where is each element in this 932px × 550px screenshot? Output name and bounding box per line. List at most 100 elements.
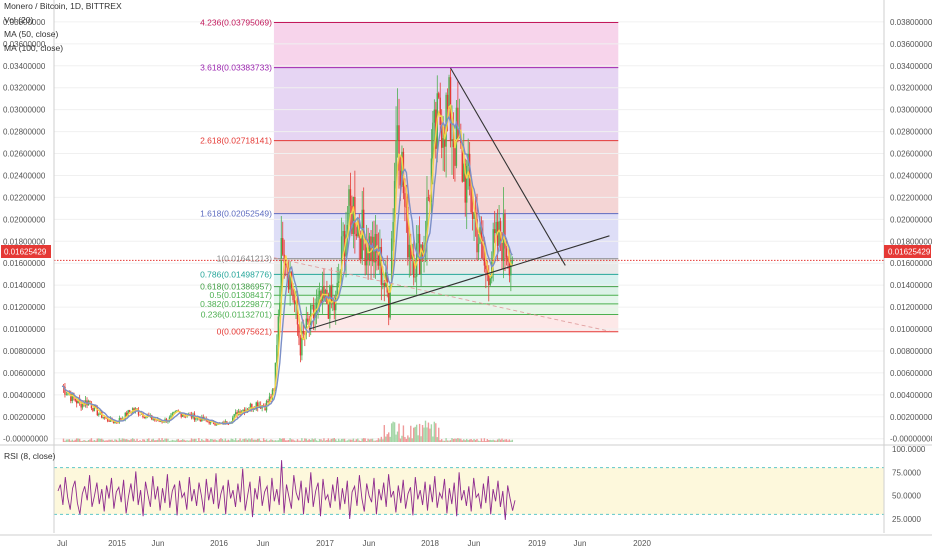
volume-bar: [339, 440, 341, 442]
candle-body: [106, 418, 109, 421]
volume-bar: [120, 439, 122, 442]
volume-bar: [249, 439, 252, 442]
candle-body: [489, 278, 491, 286]
volume-bars: [62, 420, 514, 442]
volume-bar: [499, 439, 502, 442]
volume-bar: [211, 439, 213, 442]
volume-bar: [496, 439, 499, 442]
candle-body: [396, 125, 399, 141]
volume-bar: [130, 439, 132, 442]
volume-bar: [448, 440, 450, 442]
candle-body: [159, 421, 162, 423]
volume-bar: [284, 440, 287, 442]
candle-body: [364, 236, 366, 266]
volume-bar: [128, 440, 131, 442]
volume-bar: [109, 439, 112, 442]
volume-bar: [433, 421, 436, 442]
candle-body: [370, 236, 372, 262]
volume-bar: [376, 440, 378, 442]
fib-labels: 0(0.00975621) 0.236(0.01132701)0.382(0.01…: [200, 17, 272, 336]
y-tick-right: 0.02400000: [890, 171, 932, 180]
volume-bar: [298, 440, 300, 442]
candle-body: [249, 403, 252, 410]
volume-bar: [173, 440, 175, 442]
volume-bar: [77, 438, 79, 442]
volume-bar: [429, 428, 431, 442]
volume-bar: [187, 440, 190, 442]
volume-bar: [280, 438, 282, 442]
candle-body: [215, 424, 218, 426]
volume-bar: [349, 439, 352, 442]
volume-bar: [436, 437, 438, 442]
x-tick: 2016: [210, 539, 228, 548]
volume-bar: [148, 438, 150, 442]
x-tick: 2019: [528, 539, 546, 548]
candle-body: [329, 285, 331, 319]
volume-bar: [295, 440, 297, 442]
trendline-resistance: [450, 67, 566, 266]
volume-bar: [70, 440, 72, 442]
volume-bar: [161, 438, 163, 442]
volume-bar: [84, 440, 87, 442]
fib-zone-0.382: [273, 295, 619, 304]
volume-bar: [464, 440, 466, 442]
volume-bar: [457, 438, 459, 442]
volume-bar: [168, 440, 171, 442]
y-tick-left: -0.00000000: [3, 435, 48, 444]
volume-bar: [232, 438, 234, 442]
y-tick-left: 0.00800000: [3, 347, 46, 356]
volume-bar: [502, 439, 505, 442]
volume-bar: [343, 438, 346, 442]
x-tick: 2018: [421, 539, 439, 548]
volume-bar: [467, 440, 469, 442]
y-tick-right: -0.00000000: [890, 435, 932, 444]
candle-body: [271, 389, 274, 399]
candle-body: [486, 269, 489, 276]
volume-bar: [102, 439, 104, 442]
candle-body: [433, 109, 436, 123]
volume-bar: [283, 438, 285, 442]
candle-body: [292, 287, 294, 301]
volume-bar: [510, 440, 512, 442]
candle-body: [118, 418, 121, 423]
candle-body: [355, 233, 358, 237]
volume-bar: [460, 438, 462, 442]
candle-body: [296, 301, 299, 325]
volume-bar: [92, 440, 94, 442]
candle-body: [302, 331, 305, 334]
volume-bar: [74, 439, 76, 442]
volume-bar: [64, 440, 66, 442]
volume-bar: [124, 439, 126, 442]
volume-bar: [243, 438, 246, 442]
volume-bar: [505, 439, 508, 442]
candle-body: [452, 139, 455, 148]
candle-body: [493, 229, 496, 234]
volume-bar: [155, 440, 157, 442]
volume-bar: [209, 438, 212, 442]
volume-bar: [415, 424, 418, 442]
candle-body: [455, 107, 458, 166]
candle-body: [421, 244, 424, 257]
candle-body: [280, 238, 282, 303]
candle-body: [171, 413, 174, 416]
volume-bar: [73, 440, 75, 442]
volume-bar: [258, 438, 260, 442]
candle-body: [276, 345, 278, 363]
volume-bar: [383, 425, 385, 442]
candle-body: [127, 410, 129, 417]
candle-body: [232, 417, 234, 423]
fib-label-0.5: 0.5(0.01308417): [210, 290, 273, 300]
volume-bar: [89, 439, 91, 442]
candle-body: [498, 221, 500, 246]
volume-bar: [458, 438, 461, 442]
volume-bar: [137, 440, 140, 442]
ma100-line: [61, 115, 513, 425]
candle-body: [227, 423, 229, 425]
candle-body: [463, 163, 465, 182]
volume-bar: [482, 440, 484, 442]
volume-bar: [190, 438, 193, 442]
volume-bar: [395, 434, 397, 442]
volume-bar: [345, 440, 347, 442]
trendline-support: [309, 235, 610, 330]
